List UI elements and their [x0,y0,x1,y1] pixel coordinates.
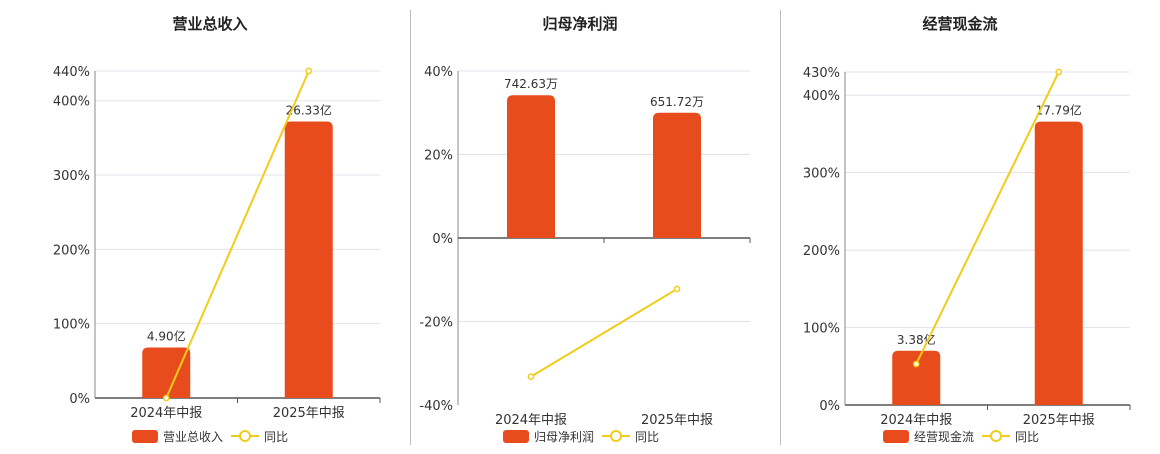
y-tick-label: 40% [424,65,453,80]
yoy-line [530,288,678,378]
bar [507,95,555,238]
y-tick-label: 100% [803,322,840,337]
y-tick-label: 100% [53,318,90,333]
panel-divider [780,10,781,445]
legend-bar-label: 营业总收入 [163,430,223,444]
y-tick-label: 430% [803,66,840,81]
x-tick-label: 2025年中报 [1023,413,1095,428]
bar-data-label: 4.90亿 [147,328,186,343]
bar [892,350,941,405]
y-tick-label: 20% [424,149,453,164]
bar-data-label: 26.33亿 [286,103,332,118]
bar-data-label: 17.79亿 [1036,103,1082,118]
y-tick-label: 0% [819,399,840,414]
x-tick-label: 2024年中报 [130,406,202,421]
x-tick-label: 2024年中报 [880,413,952,428]
bar [1034,121,1083,405]
legend-line-marker [990,430,1002,442]
x-tick-label: 2025年中报 [641,413,713,428]
y-tick-label: 200% [53,243,90,258]
bar [142,347,191,398]
y-tick-label: 200% [803,244,840,259]
legend-bar-swatch [132,430,158,443]
y-tick-label: 300% [803,167,840,182]
legend-line-label: 同比 [1015,430,1039,444]
bar [284,121,333,398]
yoy-line [165,70,310,399]
y-tick-label: 300% [53,169,90,184]
chart-title: 营业总收入 [172,15,247,33]
legend-line-label: 同比 [635,430,659,444]
chart-2: 归母净利润 -40% -20% 0% 20% 40% 2024年中报 2025年中报 742.6… [419,15,751,444]
chart-title: 归母净利润 [542,15,617,33]
yoy-point [527,373,535,380]
bar-data-label: 651.72万 [650,95,704,109]
x-tick-label: 2024年中报 [495,413,567,428]
legend-bar-label: 归母净利润 [534,430,594,444]
y-tick-label: 440% [53,65,90,80]
legend-bar-swatch [503,430,529,443]
y-tick-label: 400% [803,89,840,104]
y-tick-label: 400% [53,95,90,110]
legend-line-marker [239,430,251,442]
bar-data-label: 742.63万 [504,77,558,91]
legend-bar-label: 经营现金流 [914,429,974,444]
panel-divider [410,10,411,445]
y-tick-label: 0% [432,232,453,247]
yoy-point [305,67,313,75]
legend-line-marker [610,430,622,442]
x-tick-label: 2025年中报 [273,406,345,421]
legend-bar-swatch [883,430,909,443]
yoy-point [673,285,681,293]
y-tick-label: -20% [419,316,453,331]
chart-3: 经营现金流 0% 100% 200% 300% 400% 430% 2024年中报 2025年中… [803,15,1131,444]
yoy-line [915,71,1060,365]
chart-title: 经营现金流 [922,15,997,33]
y-tick-label: -40% [419,399,453,414]
yoy-point [162,394,170,402]
yoy-point [1055,68,1063,76]
legend-line-label: 同比 [264,430,288,444]
chart-1: 营业总收入 0% 100% 200% 300% 400% 440% 2024年中报 2025年中… [53,15,381,444]
bar [653,112,701,238]
y-tick-label: 0% [69,392,90,407]
yoy-point [912,360,920,368]
